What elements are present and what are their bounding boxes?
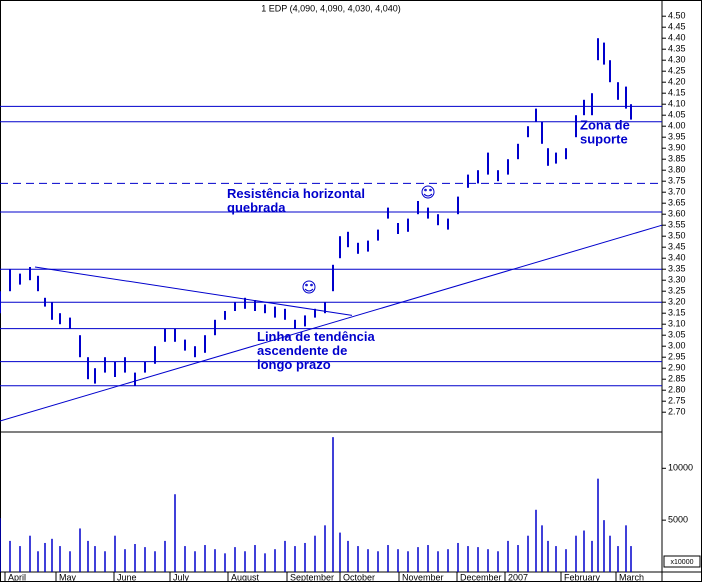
x-tick-label: April (8, 572, 26, 582)
y-tick-label: 3.60 (668, 209, 686, 219)
smiley (302, 185, 435, 294)
annotation: Zona de (580, 118, 630, 133)
y-tick-label: 4.50 (668, 11, 686, 21)
y-tick-label: 3.25 (668, 286, 686, 296)
y-tick-label: 3.95 (668, 132, 686, 142)
y-tick-label: 3.35 (668, 264, 686, 274)
x-tick-label: June (117, 572, 137, 582)
x-tick-label: 2007 (508, 572, 528, 582)
annotation: ascendente de (257, 343, 347, 358)
annotation: quebrada (227, 200, 286, 215)
x-tick-label: November (402, 572, 444, 582)
x-tick-label: October (343, 572, 375, 582)
annotation: Resistência horizontal (227, 186, 365, 201)
y-tick-label: 3.50 (668, 231, 686, 241)
y-tick-label: 3.75 (668, 176, 686, 186)
y-tick-label: 3.30 (668, 275, 686, 285)
y-tick-label: 2.80 (668, 385, 686, 395)
y-tick-label: 3.00 (668, 341, 686, 351)
y-tick-label: 4.45 (668, 22, 686, 32)
y-tick-label: 3.70 (668, 187, 686, 197)
y-tick-label: 2.95 (668, 352, 686, 362)
y2-tick-label: 10000 (668, 463, 693, 473)
unit-box (663, 555, 701, 568)
x-tick-label: September (290, 572, 334, 582)
y-tick-label: 3.05 (668, 330, 686, 340)
y-tick-label: 3.10 (668, 319, 686, 329)
y-tick-label: 3.85 (668, 154, 686, 164)
y-tick-label: 2.70 (668, 407, 686, 417)
x-tick-label: July (173, 572, 190, 582)
y-tick-label: 3.15 (668, 308, 686, 318)
x-tick-label: August (231, 572, 260, 582)
y-tick-label: 3.90 (668, 143, 686, 153)
x-tick-label: March (619, 572, 644, 582)
y-tick-label: 4.25 (668, 66, 686, 76)
y-tick-label: 4.30 (668, 55, 686, 65)
y-tick-label: 2.85 (668, 374, 686, 384)
x-tick-label: December (460, 572, 502, 582)
x-tick-label: May (59, 572, 77, 582)
x-tick-label: February (564, 572, 601, 582)
annotation: longo prazo (257, 357, 331, 372)
y-tick-label: 3.40 (668, 253, 686, 263)
y-tick-label: 4.10 (668, 99, 686, 109)
y-tick-label: 3.45 (668, 242, 686, 252)
chart-title: 1 EDP (4,090, 4,090, 4,030, 4,040) (261, 3, 400, 13)
y-tick-label: 3.80 (668, 165, 686, 175)
y-tick-label: 3.65 (668, 198, 686, 208)
y2-unit-label: x10000 (671, 559, 694, 566)
y2-tick-label: 5000 (668, 515, 688, 525)
y-tick-label: 3.55 (668, 220, 686, 230)
annotation: Linha de tendência (257, 329, 376, 344)
y-tick-label: 2.90 (668, 363, 686, 373)
trend-line (0, 224, 663, 422)
y-tick-label: 4.05 (668, 110, 686, 120)
trend-line (34, 266, 353, 316)
y-tick-label: 4.40 (668, 33, 686, 43)
y-tick-label: 2.75 (668, 396, 686, 406)
y-tick-label: 3.20 (668, 297, 686, 307)
y-tick-label: 4.35 (668, 44, 686, 54)
y-tick-label: 4.15 (668, 88, 686, 98)
y-tick-label: 4.20 (668, 77, 686, 87)
annotation: suporte (580, 132, 628, 147)
y-tick-label: 4.00 (668, 121, 686, 131)
